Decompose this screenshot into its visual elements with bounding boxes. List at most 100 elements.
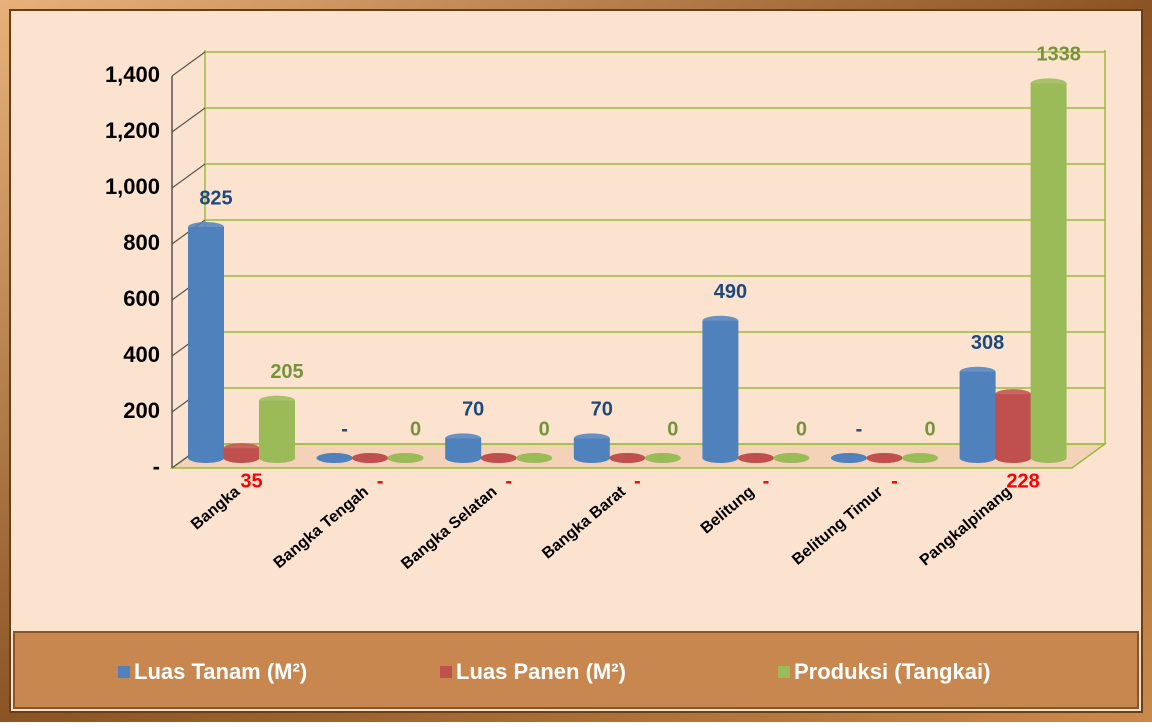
bar-body xyxy=(1030,83,1067,459)
grid-line xyxy=(171,51,206,77)
data-label: - xyxy=(341,418,348,440)
bar-body xyxy=(445,438,482,458)
bar-top xyxy=(959,366,996,377)
y-tick-label: 800 xyxy=(123,230,160,255)
bar-body xyxy=(702,320,739,458)
y-tick-label: 200 xyxy=(123,398,160,423)
bar xyxy=(316,453,353,463)
legend-label: Luas Tanam (M²) xyxy=(134,659,307,684)
bar xyxy=(445,433,482,463)
bar xyxy=(831,453,867,463)
bar-top xyxy=(644,453,681,463)
bar xyxy=(516,453,553,463)
y-tick-label: 1,200 xyxy=(105,118,160,143)
data-label: - xyxy=(856,418,863,440)
bar-top xyxy=(831,453,867,463)
legend-band xyxy=(13,631,1139,709)
bar-top xyxy=(387,453,424,463)
bar-base xyxy=(995,453,1032,463)
data-label: 70 xyxy=(462,399,484,421)
bar xyxy=(902,453,938,463)
bar xyxy=(773,453,810,463)
bar-top xyxy=(902,453,938,463)
data-label: 228 xyxy=(1006,470,1039,492)
bar-top xyxy=(995,389,1032,400)
data-label: 0 xyxy=(796,418,807,440)
bar xyxy=(223,443,260,463)
bar xyxy=(259,395,295,463)
y-tick-label: 1,400 xyxy=(105,62,160,87)
bar-top xyxy=(609,453,646,463)
bar-body xyxy=(573,438,610,458)
data-label: - xyxy=(891,470,898,492)
bar-top xyxy=(480,453,517,463)
bar xyxy=(702,315,739,463)
bar-top xyxy=(259,395,295,406)
legend-swatch xyxy=(778,666,790,678)
bar-body xyxy=(259,400,295,458)
y-tick-label: 600 xyxy=(123,286,160,311)
bar-top xyxy=(516,453,553,463)
bar-top xyxy=(223,443,260,454)
bar xyxy=(959,366,996,463)
grid-line xyxy=(171,107,206,133)
bar xyxy=(737,453,774,463)
y-tick-label: 1,000 xyxy=(105,174,160,199)
legend-label: Produksi (Tangkai) xyxy=(794,659,990,684)
y-tick-label: 400 xyxy=(123,342,160,367)
bar-base xyxy=(259,453,295,463)
legend-swatch xyxy=(118,666,130,678)
bar-base xyxy=(702,453,739,463)
bar-top xyxy=(445,433,482,444)
data-label: 70 xyxy=(591,399,613,421)
bar-body xyxy=(959,371,996,458)
bar xyxy=(188,222,224,463)
data-label: 0 xyxy=(667,418,678,440)
bar-body xyxy=(188,227,224,458)
bar-base xyxy=(1030,453,1067,463)
data-label: - xyxy=(377,470,384,492)
bar xyxy=(480,453,517,463)
bar xyxy=(644,453,681,463)
data-label: 0 xyxy=(410,418,421,440)
bar-base xyxy=(573,453,610,463)
bar xyxy=(573,433,610,463)
bar-top xyxy=(573,433,610,444)
bar-base xyxy=(959,453,996,463)
legend-label: Luas Panen (M²) xyxy=(456,659,626,684)
data-label: 35 xyxy=(240,470,262,492)
bar-top xyxy=(352,453,389,463)
data-label: - xyxy=(763,470,770,492)
bar-top xyxy=(866,453,903,463)
data-label: - xyxy=(634,470,641,492)
bar-top xyxy=(1030,78,1067,89)
data-label: 490 xyxy=(714,281,747,303)
bar-base xyxy=(188,453,224,463)
grid-line xyxy=(171,163,206,189)
bar xyxy=(866,453,903,463)
plot-background xyxy=(9,9,1143,713)
bar-base xyxy=(223,453,260,463)
bar-base xyxy=(445,453,482,463)
data-label: 0 xyxy=(539,418,550,440)
data-label: 308 xyxy=(971,332,1004,354)
bar-top xyxy=(702,315,739,326)
bar-body xyxy=(995,394,1032,458)
bar xyxy=(995,389,1032,463)
data-label: 825 xyxy=(199,187,232,209)
y-tick-label: - xyxy=(153,454,160,479)
bar xyxy=(352,453,389,463)
bar xyxy=(387,453,424,463)
bar xyxy=(1030,78,1067,463)
legend-swatch xyxy=(440,666,452,678)
bar-top xyxy=(316,453,353,463)
bar-top xyxy=(773,453,810,463)
bar xyxy=(609,453,646,463)
data-label: 0 xyxy=(924,418,935,440)
data-label: - xyxy=(505,470,512,492)
bar-top xyxy=(188,222,224,232)
data-label: 205 xyxy=(270,361,303,383)
bar-top xyxy=(737,453,774,463)
